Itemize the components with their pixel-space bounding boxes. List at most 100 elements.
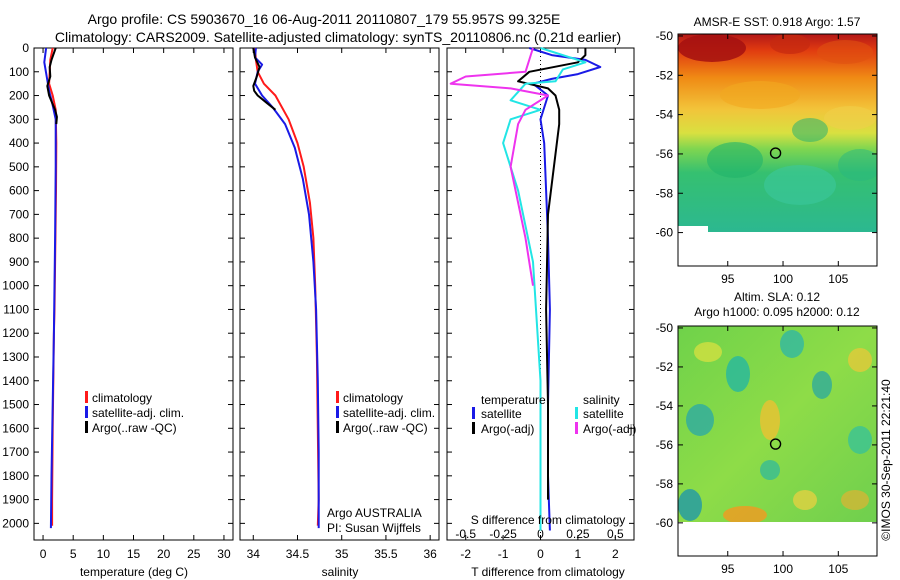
sst-map-axes: 95 100 105 -50 -52 -54 -56 -58 -60: [656, 29, 877, 286]
map-x-tick-label: 100: [773, 562, 793, 576]
legend-label-s-satellite: satellite: [583, 407, 624, 421]
map-y-tick-label: -50: [656, 321, 674, 335]
temperature-panel: 0 5 10 15 20 25 30: [34, 47, 233, 561]
salinity-panel: 34 34.5 35 35.5 36: [240, 47, 439, 561]
depth-tick-label: 1700: [2, 445, 29, 459]
sst-cool-patch: [764, 165, 836, 205]
series-line-argo-adj: [517, 48, 587, 500]
map-y-tick-label: -54: [656, 399, 674, 413]
depth-tick-label: 100: [9, 65, 29, 79]
sst-map-title: AMSR-E SST: 0.918 Argo: 1.57: [694, 15, 861, 29]
depth-tick-label: 2000: [2, 516, 29, 530]
map-y-tick-label: -52: [656, 360, 674, 374]
map-x-tick-label: 95: [721, 562, 735, 576]
figure-title-line1: Argo profile: CS 5903670_16 06-Aug-2011 …: [88, 11, 561, 27]
depth-tick-label: 300: [9, 112, 29, 126]
depth-tick-label: 1300: [2, 350, 29, 364]
sla-low-patch: [848, 426, 872, 454]
sst-mid-patch: [824, 106, 876, 130]
legend-swatch-satellite: [85, 406, 88, 418]
credit-pi: PI: Susan Wijffels: [327, 521, 421, 535]
series-line-argo-raw-qc: [252, 47, 277, 111]
x-tick-label: 0: [537, 547, 544, 561]
sla-high-patch: [841, 490, 869, 510]
x-tick-label: -2: [460, 547, 471, 561]
depth-tick-label: 600: [9, 184, 29, 198]
x-tick-label: 20: [157, 547, 171, 561]
difference-panel: -2 -1 0 1 2 -0.5 -0.25 0 0.25 0.5: [447, 47, 634, 561]
series-line-satellite-adj-clim: [43, 47, 57, 529]
sla-low-patch: [760, 460, 780, 480]
depth-tick-label: 1900: [2, 493, 29, 507]
map-y-tick-label: -58: [656, 186, 674, 200]
sla-high-patch: [793, 490, 817, 510]
depth-axis: 0 100 200 300 400 500 600 700 800 900 1000 1100 1200…: [2, 41, 29, 530]
x-tick-label: 34: [247, 547, 261, 561]
x-tick-label: 36: [423, 547, 437, 561]
salinity-legend: climatology satellite-adj. clim. Argo(..…: [336, 391, 435, 435]
map-y-tick-label: -60: [656, 516, 674, 530]
s-tick-label: -0.5: [455, 527, 476, 541]
map-y-tick-label: -56: [656, 147, 674, 161]
legend-swatch-satellite: [336, 406, 339, 418]
salinity-panel-frame: [239, 47, 440, 541]
map-y-tick-label: -54: [656, 108, 674, 122]
legend-title-salinity: salinity: [583, 393, 620, 407]
series-line-satellite-adj-clim: [254, 47, 320, 529]
depth-tick-label: 1600: [2, 421, 29, 435]
map-y-tick-label: -52: [656, 68, 674, 82]
depth-tick-label: 700: [9, 207, 29, 221]
x-tick-label: 1: [575, 547, 582, 561]
figure-title-line2: Climatology: CARS2009. Satellite-adjuste…: [55, 29, 621, 45]
legend-label-climatology: climatology: [343, 391, 403, 405]
timestamp-label: ©IMOS 30-Sep-2011 22:21:40: [879, 379, 893, 541]
sla-map-frame: [677, 325, 878, 557]
x-tick-label: -1: [498, 547, 509, 561]
temperature-legend: climatology satellite-adj. clim. Argo(..…: [85, 391, 184, 435]
legend-label-s-argo: Argo(-adj): [583, 422, 636, 436]
temperature-axis-label: temperature (deg C): [80, 565, 188, 579]
sla-low-patch: [780, 330, 804, 358]
sst-warm-patch: [817, 40, 873, 64]
sla-map: [678, 326, 877, 522]
x-tick-label: 35.5: [374, 547, 398, 561]
x-tick-label: 34.5: [286, 547, 310, 561]
sla-low-patch: [678, 489, 702, 521]
x-tick-label: 35: [335, 547, 349, 561]
sst-mid-patch: [720, 81, 800, 109]
depth-tick-label: 500: [9, 160, 29, 174]
legend-swatch-s-satellite: [575, 407, 578, 419]
series-line-satellite: [502, 47, 587, 531]
depth-tick-label: 1100: [3, 302, 29, 316]
sst-cool-patch: [707, 142, 763, 178]
x-tick-label: 30: [217, 547, 231, 561]
sst-cool-patch: [838, 149, 877, 181]
legend-label-argo: Argo(..raw -QC): [343, 421, 428, 435]
legend-swatch-argo: [336, 421, 339, 433]
s-tick-label: 0.5: [607, 527, 624, 541]
depth-tick-label: 1000: [2, 279, 29, 293]
depth-tick-label: 900: [9, 255, 29, 269]
x-tick-label: 10: [97, 547, 111, 561]
map-x-tick-label: 100: [773, 272, 793, 286]
map-x-tick-label: 95: [721, 272, 735, 286]
depth-tick-label: 400: [9, 136, 29, 150]
temperature-panel-frame: [33, 47, 234, 541]
map-y-tick-label: -60: [656, 226, 674, 240]
x-tick-label: 2: [612, 547, 619, 561]
sla-high-patch: [723, 506, 767, 522]
depth-tick-label: 1200: [2, 326, 29, 340]
map-y-tick-label: -56: [656, 438, 674, 452]
depth-tick-label: 0: [22, 41, 29, 55]
series-line-argo-raw-qc: [46, 47, 58, 125]
sla-low-patch: [812, 371, 832, 399]
salinity-axis-label: salinity: [322, 565, 359, 579]
legend-swatch-climatology: [336, 391, 339, 403]
legend-label-t-satellite: satellite: [481, 407, 522, 421]
depth-tick-label: 200: [9, 89, 29, 103]
legend-swatch-t-argo: [472, 422, 475, 434]
sla-high-patch: [760, 400, 780, 440]
depth-tick-label: 800: [9, 231, 29, 245]
map-y-tick-label: -58: [656, 477, 674, 491]
depth-tick-label: 1800: [2, 469, 29, 483]
